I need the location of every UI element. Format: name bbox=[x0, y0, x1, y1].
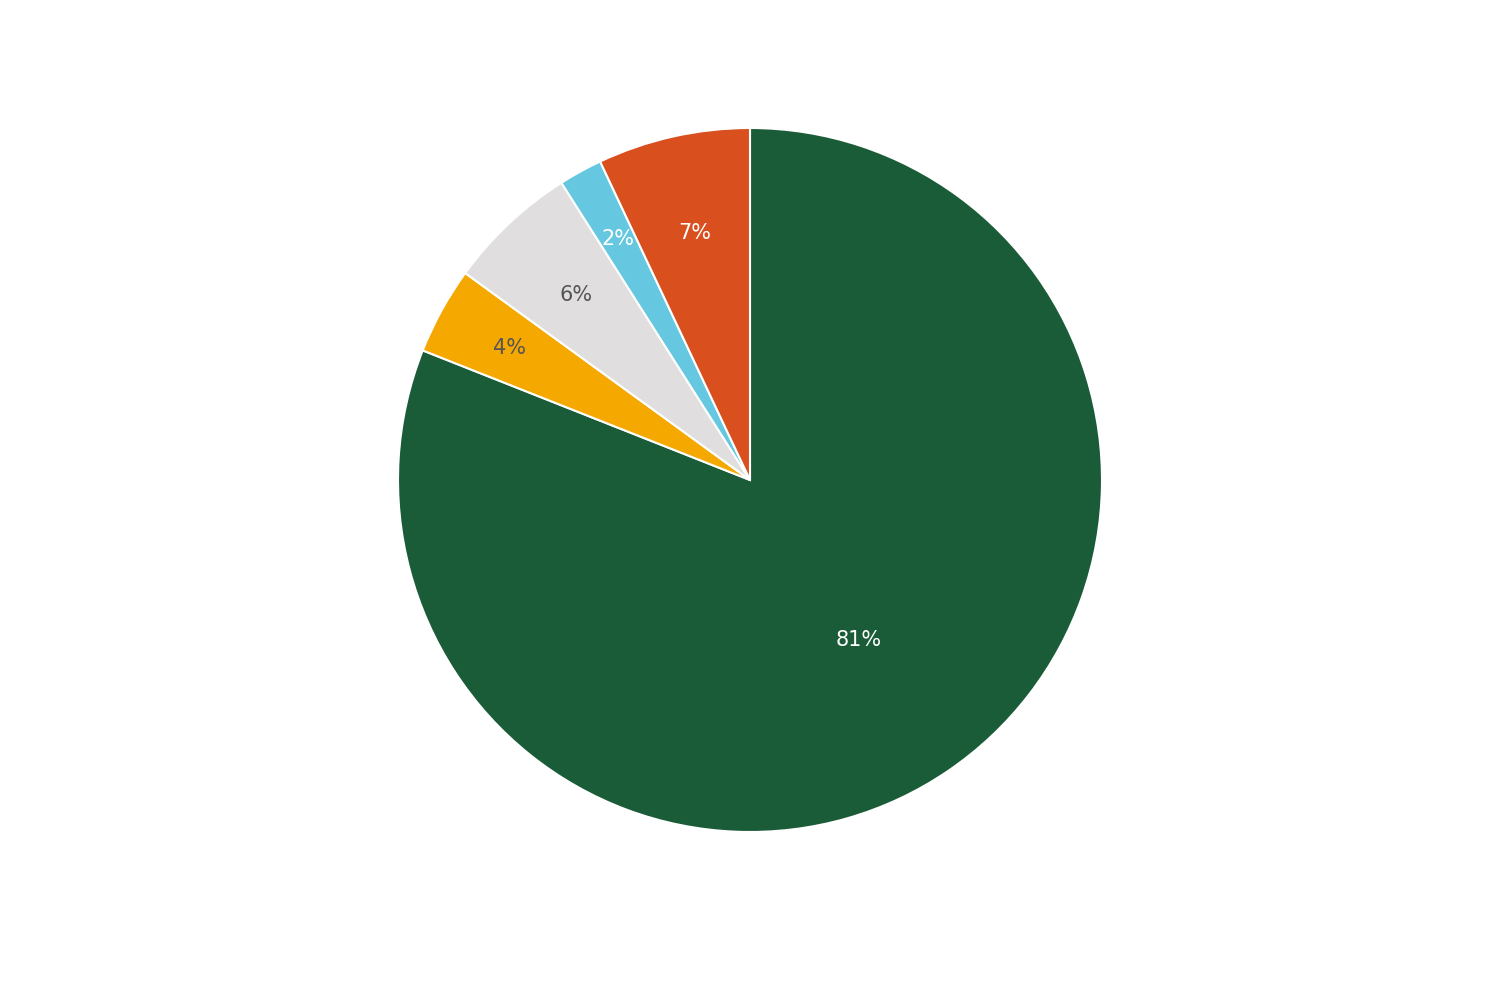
Wedge shape bbox=[561, 162, 750, 480]
Text: 81%: 81% bbox=[836, 630, 882, 650]
Text: 4%: 4% bbox=[494, 338, 526, 358]
Text: 2%: 2% bbox=[602, 229, 634, 249]
Text: 7%: 7% bbox=[678, 223, 711, 243]
Wedge shape bbox=[465, 183, 750, 480]
Wedge shape bbox=[423, 273, 750, 480]
Text: 6%: 6% bbox=[560, 285, 592, 305]
Wedge shape bbox=[600, 128, 750, 480]
Wedge shape bbox=[398, 128, 1102, 832]
